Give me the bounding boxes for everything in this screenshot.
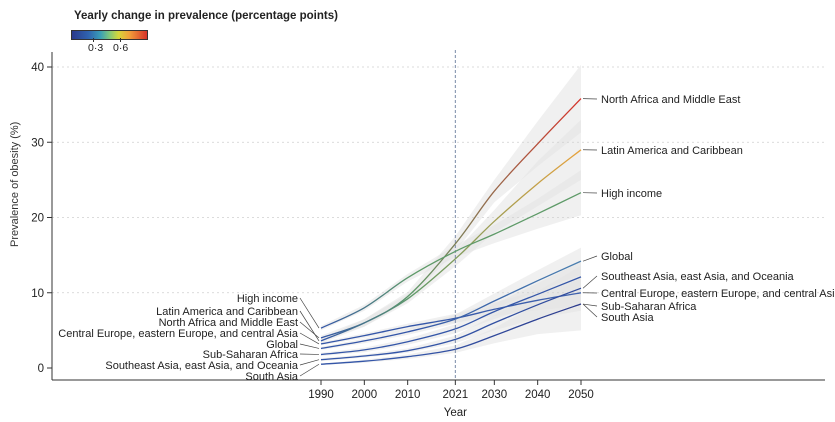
left-series-label: Central Europe, eastern Europe, and cent… bbox=[58, 328, 299, 340]
left-series-label: North Africa and Middle East bbox=[159, 317, 298, 329]
right-series-label: Southeast Asia, east Asia, and Oceania bbox=[601, 271, 795, 283]
y-tick-label: 10 bbox=[31, 288, 44, 300]
series-line bbox=[320, 303, 582, 365]
y-tick-label: 40 bbox=[31, 62, 44, 74]
left-series-label: Latin America and Caribbean bbox=[156, 306, 298, 318]
color-scale-tick bbox=[93, 38, 94, 42]
right-leader-line bbox=[582, 303, 598, 318]
y-tick-label: 20 bbox=[31, 213, 44, 225]
legend-title: Yearly change in prevalence (percentage … bbox=[74, 10, 338, 22]
right-series-label: High income bbox=[601, 188, 662, 200]
x-tick-label: 2021 bbox=[443, 389, 469, 401]
series-line bbox=[320, 192, 582, 329]
left-series-label: Southeast Asia, east Asia, and Oceania bbox=[105, 360, 299, 372]
left-leader-line bbox=[299, 343, 320, 349]
right-series-label: Latin America and Caribbean bbox=[601, 145, 743, 157]
y-tick-label: 0 bbox=[38, 363, 44, 375]
left-leader-line bbox=[299, 359, 320, 366]
left-leader-line bbox=[299, 297, 320, 329]
color-scale-label-high: 0·6 bbox=[113, 42, 129, 54]
series-line bbox=[320, 292, 582, 345]
right-leader-line bbox=[582, 303, 598, 307]
right-series-label: South Asia bbox=[601, 312, 654, 324]
left-leader-line bbox=[299, 321, 320, 339]
series-line bbox=[320, 260, 582, 350]
series-line bbox=[320, 276, 582, 356]
right-series-label: Central Europe, eastern Europe, and cent… bbox=[601, 288, 835, 300]
left-series-label: High income bbox=[237, 293, 298, 305]
y-tick-label: 30 bbox=[31, 137, 44, 149]
series-line bbox=[320, 287, 582, 361]
color-scale-bar bbox=[71, 30, 148, 40]
uncertainty-band bbox=[321, 277, 581, 365]
x-tick-label: 2000 bbox=[352, 389, 378, 401]
left-series-label: Global bbox=[266, 339, 298, 351]
left-leader-line bbox=[299, 363, 320, 377]
color-scale-label-low: 0·3 bbox=[88, 42, 104, 54]
uncertainty-band bbox=[321, 279, 581, 346]
right-leader-line bbox=[582, 275, 598, 289]
x-tick-label: 1990 bbox=[308, 389, 334, 401]
x-tick-label: 2040 bbox=[525, 389, 551, 401]
right-series-label: Sub-Saharan Africa bbox=[601, 301, 697, 313]
left-leader-line bbox=[299, 332, 320, 345]
x-tick-label: 2010 bbox=[395, 389, 421, 401]
left-leader-line bbox=[299, 310, 320, 342]
series-line bbox=[320, 149, 582, 342]
uncertainty-band bbox=[321, 170, 581, 331]
x-axis-label: Year bbox=[444, 407, 467, 419]
x-tick-label: 2030 bbox=[482, 389, 508, 401]
right-series-label: North Africa and Middle East bbox=[601, 94, 740, 106]
color-scale-tick bbox=[120, 38, 121, 42]
right-leader-line bbox=[582, 255, 598, 262]
left-series-label: Sub-Saharan Africa bbox=[203, 349, 299, 361]
x-tick-label: 2050 bbox=[568, 389, 594, 401]
left-series-label: South Asia bbox=[245, 371, 298, 383]
right-series-label: Global bbox=[601, 251, 633, 263]
